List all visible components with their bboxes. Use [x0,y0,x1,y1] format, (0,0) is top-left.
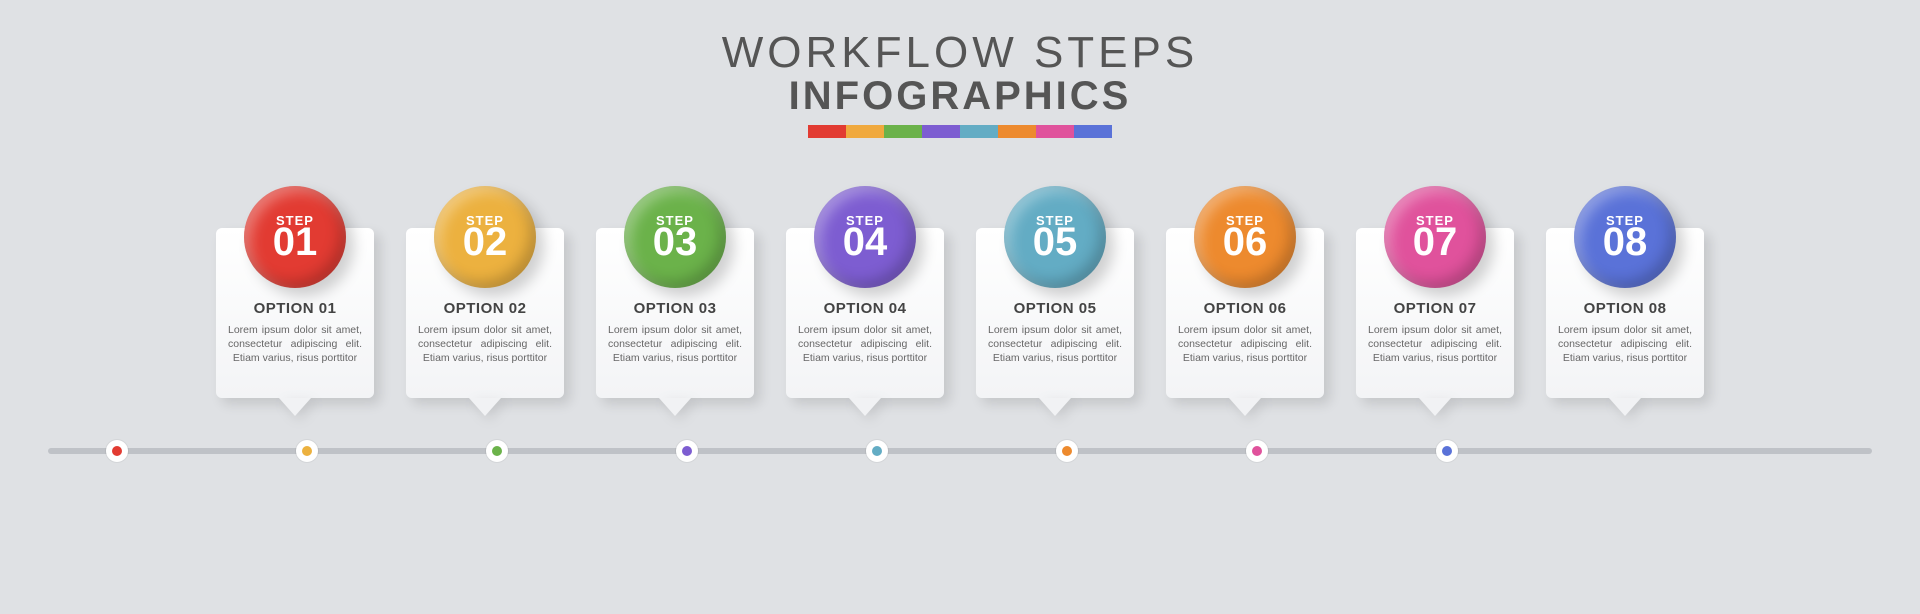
timeline-dot-inner [492,446,502,456]
stripe-segment [846,125,884,138]
timeline-dot-inner [1442,446,1452,456]
step: OPTION 02Lorem ipsum dolor sit amet, con… [406,186,564,288]
step-number: 06 [1223,222,1268,262]
timeline-dot-inner [872,446,882,456]
timeline-dot [1436,440,1458,462]
step-number: 07 [1413,222,1458,262]
stripe-segment [808,125,846,138]
step: OPTION 04Lorem ipsum dolor sit amet, con… [786,186,944,288]
option-body: Lorem ipsum dolor sit amet, consectetur … [1368,323,1502,366]
timeline-dot-inner [302,446,312,456]
step-number: 03 [653,222,698,262]
step-circle: STEP04 [814,186,916,288]
stripe-segment [884,125,922,138]
timeline-dot-inner [112,446,122,456]
step-circle: STEP06 [1194,186,1296,288]
steps-row: OPTION 01Lorem ipsum dolor sit amet, con… [0,186,1920,288]
option-title: OPTION 04 [798,300,932,317]
step: OPTION 01Lorem ipsum dolor sit amet, con… [216,186,374,288]
option-body: Lorem ipsum dolor sit amet, consectetur … [418,323,552,366]
option-body: Lorem ipsum dolor sit amet, consectetur … [608,323,742,366]
timeline-dot [296,440,318,462]
timeline-dot [866,440,888,462]
step: OPTION 03Lorem ipsum dolor sit amet, con… [596,186,754,288]
timeline-dot-inner [1252,446,1262,456]
step-circle: STEP01 [244,186,346,288]
timeline-dot [1056,440,1078,462]
option-title: OPTION 06 [1178,300,1312,317]
stripe-segment [1036,125,1074,138]
timeline-dot [486,440,508,462]
step-number: 01 [273,222,318,262]
step-number: 08 [1603,222,1648,262]
step: OPTION 08Lorem ipsum dolor sit amet, con… [1546,186,1704,288]
stripe-segment [960,125,998,138]
step: OPTION 06Lorem ipsum dolor sit amet, con… [1166,186,1324,288]
timeline-dot [676,440,698,462]
stripe-segment [1074,125,1112,138]
step-number: 05 [1033,222,1078,262]
option-body: Lorem ipsum dolor sit amet, consectetur … [1178,323,1312,366]
timeline-dot-inner [1062,446,1072,456]
option-body: Lorem ipsum dolor sit amet, consectetur … [1558,323,1692,366]
step-circle: STEP02 [434,186,536,288]
option-title: OPTION 07 [1368,300,1502,317]
option-body: Lorem ipsum dolor sit amet, consectetur … [988,323,1122,366]
timeline-bar [48,448,1872,454]
option-title: OPTION 05 [988,300,1122,317]
step: OPTION 05Lorem ipsum dolor sit amet, con… [976,186,1134,288]
stripe-segment [922,125,960,138]
step-number: 02 [463,222,508,262]
option-title: OPTION 08 [1558,300,1692,317]
step: OPTION 07Lorem ipsum dolor sit amet, con… [1356,186,1514,288]
option-title: OPTION 01 [228,300,362,317]
step-circle: STEP05 [1004,186,1106,288]
option-body: Lorem ipsum dolor sit amet, consectetur … [798,323,932,366]
header: WORKFLOW STEPS INFOGRAPHICS [0,0,1920,138]
step-circle: STEP07 [1384,186,1486,288]
stripe-segment [998,125,1036,138]
title-line2: INFOGRAPHICS [0,74,1920,119]
step-circle: STEP03 [624,186,726,288]
timeline-dot-inner [682,446,692,456]
timeline-dot [106,440,128,462]
step-number: 04 [843,222,888,262]
option-body: Lorem ipsum dolor sit amet, consectetur … [228,323,362,366]
step-circle: STEP08 [1574,186,1676,288]
option-title: OPTION 02 [418,300,552,317]
color-stripe [0,125,1920,138]
option-title: OPTION 03 [608,300,742,317]
timeline-dot [1246,440,1268,462]
title-line1: WORKFLOW STEPS [0,28,1920,78]
